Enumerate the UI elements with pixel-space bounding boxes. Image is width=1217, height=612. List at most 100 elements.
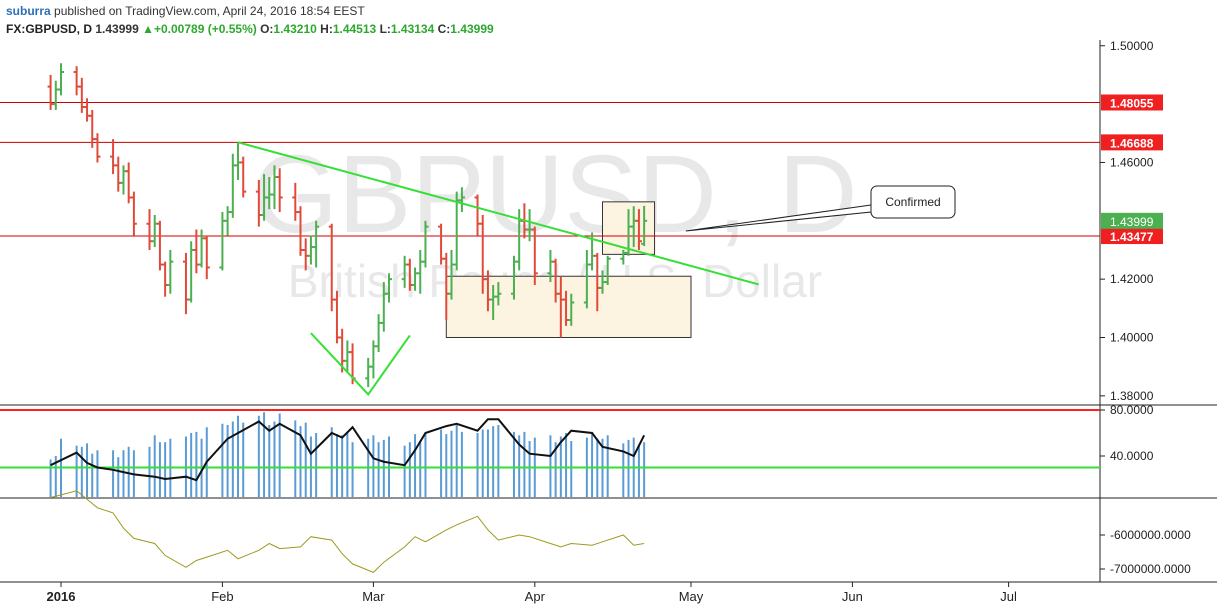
price-bar[interactable] <box>73 66 80 96</box>
price-bar[interactable] <box>151 214 158 248</box>
high-label: H: <box>320 22 333 36</box>
oscillator-tick-label: 40.0000 <box>1110 449 1154 463</box>
price-tick-label: 1.46000 <box>1110 155 1154 169</box>
price-pane[interactable]: Confirmed <box>0 63 1100 396</box>
price-bar[interactable] <box>365 357 372 388</box>
last-price: 1.43999 <box>95 22 139 36</box>
oscillator-pane[interactable] <box>0 409 1100 497</box>
volume-tick-label: -6000000.0000 <box>1110 528 1191 542</box>
ohlc-line: FX:GBPUSD, D 1.43999 ▲+0.00789 (+0.55%) … <box>6 22 494 36</box>
publisher-name[interactable]: suburra <box>6 4 51 18</box>
price-bar[interactable] <box>167 249 174 294</box>
price-bar[interactable] <box>344 340 351 373</box>
close-value: 1.43999 <box>450 22 494 36</box>
price-level-tag-bg <box>1101 134 1163 151</box>
volume-line[interactable] <box>50 490 645 573</box>
price-level-tag-text: 1.48055 <box>1110 97 1154 111</box>
price-bar[interactable] <box>182 252 189 315</box>
close-label: C: <box>437 22 451 36</box>
callout-box <box>870 185 956 219</box>
v-bottom-pattern[interactable] <box>310 332 411 396</box>
price-bar[interactable] <box>386 273 393 303</box>
price-bar[interactable] <box>162 261 169 297</box>
time-tick-label: Feb <box>211 589 233 604</box>
price-bar[interactable] <box>375 314 382 353</box>
price-bar[interactable] <box>146 209 153 250</box>
price-bar[interactable] <box>203 235 210 280</box>
callout[interactable]: Confirmed <box>685 185 956 232</box>
price-bar[interactable] <box>219 212 226 271</box>
price-tick-label: 1.50000 <box>1110 39 1154 53</box>
pane-backgrounds <box>0 40 1217 583</box>
price-level-tag[interactable]: 1.43477 <box>1101 228 1163 245</box>
volume-pane[interactable] <box>50 490 645 573</box>
open-value: 1.43210 <box>273 22 317 36</box>
chart-header: suburra published on TradingView.com, Ap… <box>0 0 1217 40</box>
time-tick-label: May <box>679 589 704 604</box>
price-bar[interactable] <box>240 156 247 198</box>
watermark-symbol: GBPUSD, D <box>252 133 857 256</box>
time-tick-label: Jun <box>842 589 863 604</box>
price-bar[interactable] <box>52 80 59 110</box>
price-level-tag-bg <box>1101 94 1163 111</box>
price-bar[interactable] <box>47 74 54 110</box>
price-bar[interactable] <box>115 156 122 192</box>
price-level-tag-bg <box>1101 228 1163 245</box>
callout-text: Confirmed <box>885 195 940 209</box>
price-bar[interactable] <box>120 165 127 195</box>
last-price-tag-text: 1.43999 <box>1110 215 1154 229</box>
publisher-line: suburra published on TradingView.com, Ap… <box>6 4 365 18</box>
low-value: 1.43134 <box>390 22 435 36</box>
price-bar[interactable] <box>458 187 465 213</box>
low-label: L: <box>379 22 391 36</box>
oscillator-line[interactable] <box>50 418 646 482</box>
price-bar[interactable] <box>229 153 236 218</box>
price-bar[interactable] <box>188 241 195 303</box>
price-level-tag-text: 1.46688 <box>1110 136 1154 150</box>
price-bar[interactable] <box>531 226 538 285</box>
time-tick-label: Apr <box>525 589 546 604</box>
price-bar[interactable] <box>604 255 611 285</box>
price-bar[interactable] <box>84 98 91 122</box>
oscillator-tick-label: 80.0000 <box>1110 403 1154 417</box>
price-bar[interactable] <box>568 293 575 326</box>
price-tick-label: 1.42000 <box>1110 272 1154 286</box>
price-bar[interactable] <box>641 205 648 247</box>
price-bar[interactable] <box>110 139 117 175</box>
price-bar[interactable] <box>198 229 205 268</box>
price-bar[interactable] <box>313 220 320 268</box>
price-bar[interactable] <box>276 168 283 213</box>
price-bar[interactable] <box>156 220 163 271</box>
change-up-icon: ▲ <box>142 22 154 36</box>
price-bar[interactable] <box>635 209 642 250</box>
descending-trendline[interactable] <box>237 141 759 286</box>
time-tick-label: Mar <box>362 589 385 604</box>
price-bar[interactable] <box>224 206 231 236</box>
price-level-tag[interactable]: 1.48055 <box>1101 94 1163 111</box>
price-bar[interactable] <box>78 77 85 113</box>
time-tick-label: 2016 <box>47 589 76 604</box>
axes: 1.50000 1.46000 1.42000 1.40000 1.38000 1.480… <box>47 39 1192 604</box>
price-bar[interactable] <box>58 63 64 96</box>
time-tick-label: Jul <box>1000 589 1017 604</box>
price-bar[interactable] <box>422 220 429 268</box>
price-bar[interactable] <box>94 133 101 163</box>
price-bar[interactable] <box>125 162 132 204</box>
published-text: published on TradingView.com, April 24, … <box>54 4 365 18</box>
last-price-tag-bg <box>1101 212 1163 229</box>
symbol-label[interactable]: FX:GBPUSD, D <box>6 22 93 36</box>
change-value: +0.00789 (+0.55%) <box>153 22 257 36</box>
last-price-tag[interactable]: 1.43999 <box>1101 212 1163 229</box>
price-bar[interactable] <box>130 191 137 236</box>
high-value: 1.44513 <box>332 22 377 36</box>
price-level-tag[interactable]: 1.46688 <box>1101 134 1163 151</box>
open-label: O: <box>260 22 274 36</box>
volume-tick-label: -7000000.0000 <box>1110 562 1191 576</box>
price-bar[interactable] <box>235 142 242 180</box>
price-tick-label: 1.38000 <box>1110 389 1154 403</box>
price-bar[interactable] <box>495 282 502 306</box>
price-bar[interactable] <box>370 340 377 379</box>
price-tick-label: 1.40000 <box>1110 331 1154 345</box>
price-level-tag-text: 1.43477 <box>1110 230 1154 244</box>
